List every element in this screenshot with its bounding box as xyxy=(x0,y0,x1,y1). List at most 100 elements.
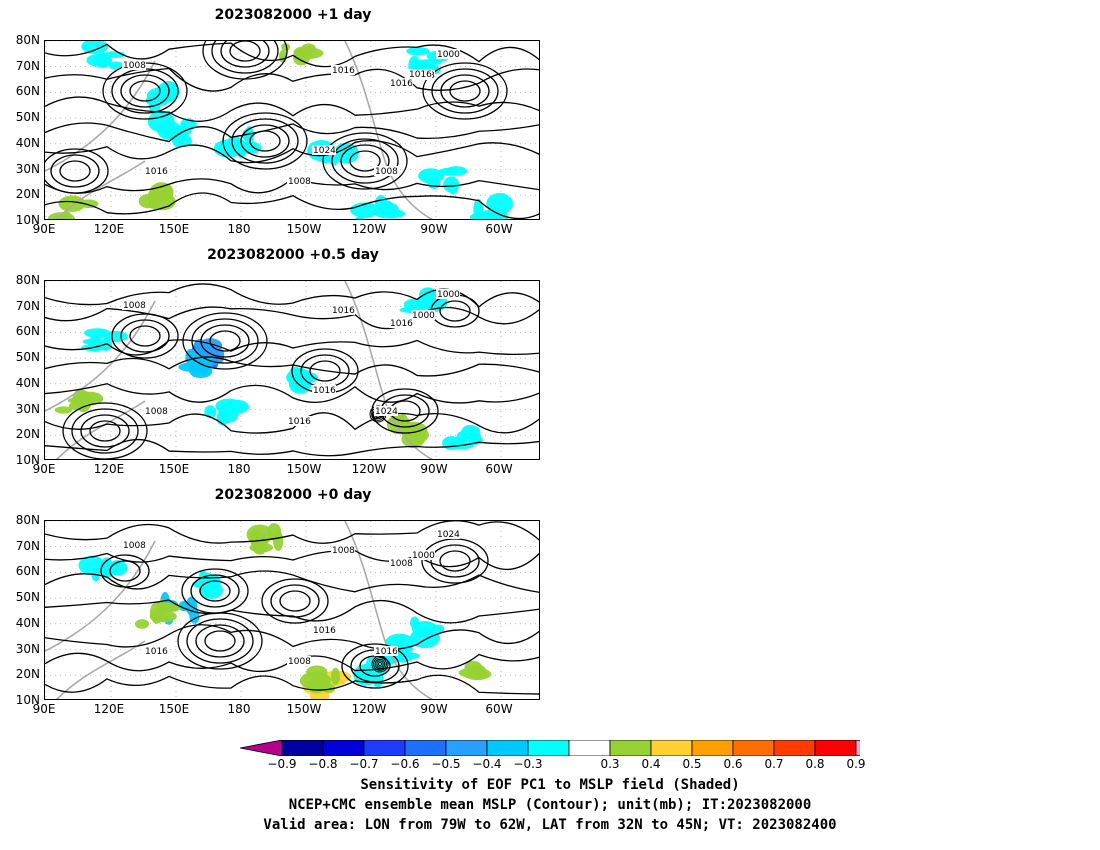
svg-text:1016: 1016 xyxy=(145,167,168,177)
lat-tick-label: 60N xyxy=(15,564,40,579)
contour-label: 1016 xyxy=(408,69,432,80)
colorbar-swatch xyxy=(486,740,529,756)
contour-label: 1008 xyxy=(144,406,168,417)
svg-text:1016: 1016 xyxy=(332,66,355,76)
contour-label: 1016 xyxy=(389,318,413,329)
contour-label: 1016 xyxy=(144,646,168,657)
contour-label: 1000 xyxy=(411,550,435,561)
map-drawing-3: 1008 1008 1016 1000 1024 1008 1016 1016 1008 xyxy=(45,521,539,699)
map-drawing-1: 1008101610161008100010161024100810081016 xyxy=(45,41,539,219)
colorbar-swatch xyxy=(609,740,652,756)
lat-tick-label: 10N xyxy=(15,692,40,707)
contour-label: 1016 xyxy=(331,65,355,76)
colorbar-swatch xyxy=(732,740,775,756)
lat-tick-label: 40N xyxy=(15,375,40,390)
lon-tick-label: 150W xyxy=(286,702,322,716)
colorbar-tick-label: −0.4 xyxy=(472,757,502,771)
panel-title-1: 2023082000 +1 day xyxy=(214,7,372,23)
contour-label: 1008 xyxy=(122,60,146,71)
colorbar-tick-label: −0.6 xyxy=(390,757,420,771)
contour-label: 1008 xyxy=(122,540,146,551)
svg-text:1016: 1016 xyxy=(288,417,311,427)
lon-tick-label: 60W xyxy=(485,702,513,716)
contour-label: 1008 xyxy=(287,176,311,187)
colorbar-swatch xyxy=(363,740,406,756)
caption-line-1: Sensitivity of EOF PC1 to MSLP field (Sh… xyxy=(360,777,740,793)
contour-label: 1016 xyxy=(312,625,336,636)
svg-text:1000: 1000 xyxy=(437,50,460,60)
svg-text:1008: 1008 xyxy=(390,559,413,569)
colorbar-tick-label: −0.8 xyxy=(308,757,338,771)
svg-text:1008: 1008 xyxy=(145,407,168,417)
svg-text:1008: 1008 xyxy=(123,541,146,551)
colorbar-swatch xyxy=(773,740,816,756)
lon-tick-label: 150E xyxy=(158,462,190,476)
colorbar-swatch xyxy=(322,740,365,756)
lat-tick-label: 10N xyxy=(15,452,40,467)
caption-line-2: NCEP+CMC ensemble mean MSLP (Contour); u… xyxy=(288,797,812,813)
svg-text:1024: 1024 xyxy=(313,146,336,156)
map-panel-3: 1008 1008 1016 1000 1024 1008 1016 1016 1008 xyxy=(44,520,540,700)
svg-text:1016: 1016 xyxy=(409,70,432,80)
svg-text:1016: 1016 xyxy=(313,626,336,636)
lat-tick-label: 50N xyxy=(15,350,40,365)
lon-tick-label: 120E xyxy=(93,222,125,236)
colorbar-swatch xyxy=(691,740,734,756)
lon-tick-label: 120W xyxy=(351,462,387,476)
contour-label: 1008 xyxy=(122,300,146,311)
colorbar-tick-label: −0.7 xyxy=(349,757,379,771)
contour-label: 1016 xyxy=(312,385,336,396)
lon-tick-label: 90W xyxy=(420,222,448,236)
contour-label: 1016 xyxy=(287,416,311,427)
svg-text:1008: 1008 xyxy=(288,177,311,187)
svg-text:1000: 1000 xyxy=(412,311,435,321)
lat-tick-label: 10N xyxy=(15,212,40,227)
contour-label: 1016 xyxy=(144,166,168,177)
lat-tick-label: 70N xyxy=(15,538,40,553)
lon-tick-label: 120W xyxy=(351,702,387,716)
svg-text:1000: 1000 xyxy=(437,290,460,300)
colorbar-tick-label: 0.7 xyxy=(764,757,784,771)
lat-tick-label: 20N xyxy=(15,667,40,682)
lat-tick-label: 30N xyxy=(15,401,40,416)
lon-tick-label: 180 xyxy=(227,222,251,236)
contour-label: 1000 xyxy=(436,49,460,60)
lat-tick-label: 70N xyxy=(15,58,40,73)
colorbar-tick-label: −0.3 xyxy=(513,757,543,771)
lon-tick-label: 120W xyxy=(351,222,387,236)
lon-tick-label: 180 xyxy=(227,462,251,476)
lon-tick-label: 180 xyxy=(227,702,251,716)
lat-tick-label: 60N xyxy=(15,84,40,99)
lon-tick-label: 120E xyxy=(93,702,125,716)
lon-tick-label: 120E xyxy=(93,462,125,476)
lon-tick-label: 150W xyxy=(286,222,322,236)
lat-tick-label: 30N xyxy=(15,641,40,656)
svg-text:1024: 1024 xyxy=(437,530,460,540)
lon-tick-label: 90E xyxy=(32,462,56,476)
lat-tick-label: 80N xyxy=(15,513,40,527)
svg-text:1008: 1008 xyxy=(288,657,311,667)
caption-line-3: Valid area: LON from 79W to 62W, LAT fro… xyxy=(263,817,837,833)
lon-tick-label: 150W xyxy=(286,462,322,476)
colorbar-tick-label: 0.3 xyxy=(600,757,620,771)
svg-text:1016: 1016 xyxy=(375,647,398,657)
contour-label: 1008 xyxy=(331,545,355,556)
svg-text:1016: 1016 xyxy=(332,306,355,316)
lon-tick-label: 60W xyxy=(485,462,513,476)
colorbar-tick-label: 0.8 xyxy=(805,757,825,771)
panel-title-3: 2023082000 +0 day xyxy=(214,487,372,503)
lon-tick-label: 90W xyxy=(420,462,448,476)
lat-tick-label: 60N xyxy=(15,324,40,339)
svg-text:1016: 1016 xyxy=(390,79,413,89)
contour-label: 1016 xyxy=(374,646,398,657)
svg-text:1016: 1016 xyxy=(390,319,413,329)
svg-text:1000: 1000 xyxy=(412,551,435,561)
colorbar-swatch xyxy=(814,740,857,756)
contour-label: 1000 xyxy=(436,289,460,300)
svg-text:1008: 1008 xyxy=(375,167,398,177)
contour-label: 1000 xyxy=(411,310,435,321)
lon-tick-label: 150E xyxy=(158,222,190,236)
svg-text:1024: 1024 xyxy=(375,407,398,417)
svg-text:1016: 1016 xyxy=(145,647,168,657)
